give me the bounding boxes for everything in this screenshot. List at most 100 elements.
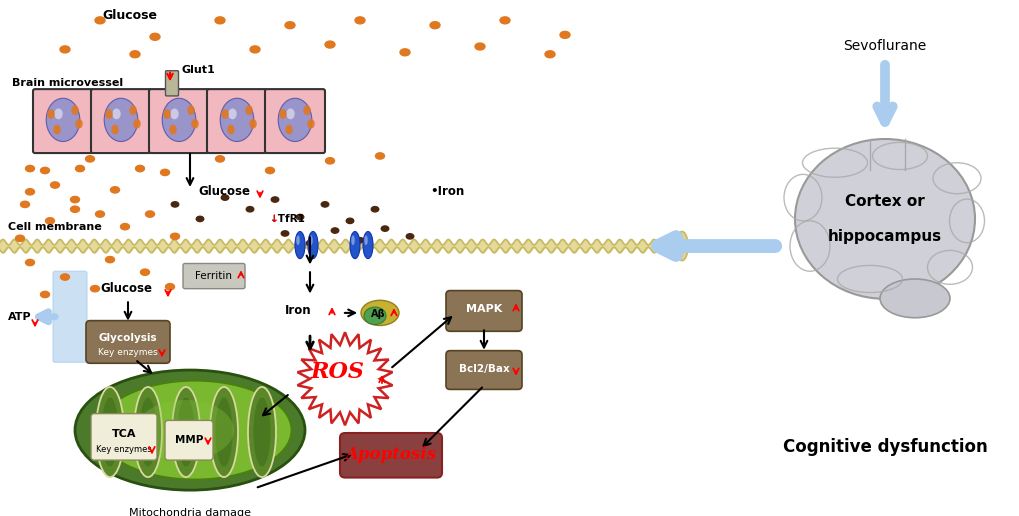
Ellipse shape [364,307,385,325]
Ellipse shape [544,51,554,58]
Ellipse shape [171,202,178,207]
Ellipse shape [20,201,30,207]
Ellipse shape [96,387,124,477]
Ellipse shape [192,119,199,128]
Text: Apoptosis: Apoptosis [345,446,436,463]
Text: Glycolysis: Glycolysis [99,333,157,343]
FancyBboxPatch shape [165,421,213,460]
Ellipse shape [285,125,292,134]
Ellipse shape [105,256,114,263]
Ellipse shape [41,167,50,174]
Text: Key enzymes: Key enzymes [96,445,152,454]
Ellipse shape [25,260,35,266]
Ellipse shape [296,214,304,220]
Ellipse shape [399,49,410,56]
Ellipse shape [294,232,305,259]
Ellipse shape [105,109,113,119]
Ellipse shape [350,232,360,259]
Ellipse shape [136,400,233,460]
Ellipse shape [46,98,79,141]
Ellipse shape [220,98,254,141]
Ellipse shape [141,269,150,276]
Text: ATP: ATP [8,312,32,322]
Text: Aβ: Aβ [370,309,385,319]
Ellipse shape [325,41,334,48]
Ellipse shape [41,292,50,298]
Ellipse shape [95,17,105,24]
Ellipse shape [75,166,85,172]
Text: MAPK: MAPK [466,304,501,314]
Ellipse shape [75,119,83,128]
Ellipse shape [375,153,384,159]
Ellipse shape [187,105,195,115]
Ellipse shape [245,105,253,115]
Ellipse shape [325,158,334,164]
FancyBboxPatch shape [91,414,157,460]
Ellipse shape [351,235,355,245]
Text: Iron: Iron [284,304,312,317]
Ellipse shape [71,105,78,115]
Text: Glut1: Glut1 [181,64,216,75]
Ellipse shape [249,119,257,128]
Text: MMP: MMP [174,435,203,445]
Ellipse shape [227,125,234,134]
Ellipse shape [254,397,270,466]
Ellipse shape [309,235,313,245]
Text: Mitochondria damage: Mitochondria damage [128,508,251,516]
Ellipse shape [162,98,196,141]
Text: hippocampus: hippocampus [827,229,942,244]
Ellipse shape [676,232,688,261]
Ellipse shape [112,108,120,119]
Ellipse shape [51,182,59,188]
Ellipse shape [430,22,439,29]
Ellipse shape [53,125,61,134]
Ellipse shape [70,197,79,203]
Ellipse shape [150,34,160,40]
Ellipse shape [303,105,311,115]
Ellipse shape [221,195,228,200]
Ellipse shape [172,387,200,477]
FancyBboxPatch shape [33,89,93,153]
Ellipse shape [278,98,312,141]
Ellipse shape [133,387,162,477]
Text: Glucose: Glucose [100,282,152,295]
Ellipse shape [102,397,118,466]
Ellipse shape [25,166,35,172]
Ellipse shape [345,218,354,223]
FancyBboxPatch shape [86,320,170,363]
Ellipse shape [140,397,156,466]
Ellipse shape [120,223,129,230]
Text: TCA: TCA [112,429,137,439]
Polygon shape [298,332,392,425]
Ellipse shape [110,187,119,193]
Ellipse shape [91,285,100,292]
FancyBboxPatch shape [182,264,245,288]
Ellipse shape [165,284,174,290]
Ellipse shape [284,22,294,29]
Ellipse shape [271,197,278,202]
Ellipse shape [879,279,949,318]
Text: Cognitive dysfunction: Cognitive dysfunction [782,438,986,456]
Ellipse shape [499,17,510,24]
Text: Brain microvessel: Brain microvessel [12,78,123,88]
Ellipse shape [215,156,224,162]
Ellipse shape [47,109,55,119]
Ellipse shape [25,189,35,195]
Text: Ferritin: Ferritin [196,270,232,281]
FancyBboxPatch shape [207,89,267,153]
Ellipse shape [364,235,368,245]
Text: ↓TfR1: ↓TfR1 [270,214,306,224]
Ellipse shape [215,397,232,466]
FancyBboxPatch shape [149,89,209,153]
Ellipse shape [86,156,95,162]
Text: Bcl2/Bax: Bcl2/Bax [459,364,508,374]
Ellipse shape [361,300,398,326]
Ellipse shape [104,98,138,141]
Ellipse shape [15,235,24,241]
Ellipse shape [170,233,179,239]
Ellipse shape [96,211,104,217]
Ellipse shape [60,274,69,280]
Ellipse shape [160,169,169,175]
Ellipse shape [129,105,137,115]
Ellipse shape [406,234,414,239]
